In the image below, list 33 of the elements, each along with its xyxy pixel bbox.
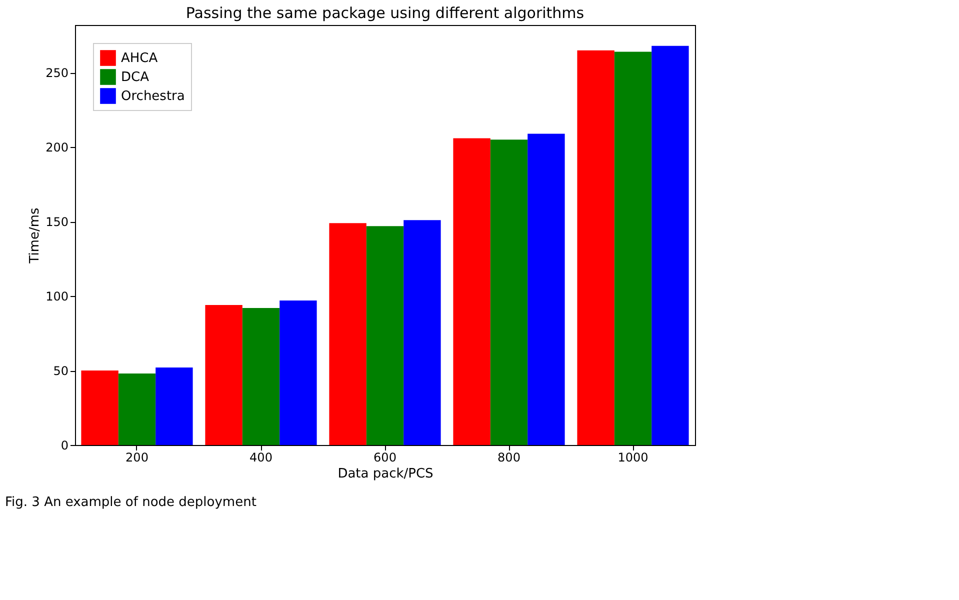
x-tick-label: 1000 [618, 450, 648, 464]
legend-label: AHCA [121, 51, 158, 66]
legend-label: DCA [121, 70, 150, 85]
bar [490, 140, 528, 445]
bar [156, 368, 193, 445]
bar [528, 134, 565, 445]
x-tick-label: 400 [250, 450, 272, 464]
y-tick-label: 150 [46, 215, 68, 230]
caption: Fig. 3 An example of node deployment [5, 495, 256, 510]
y-tick-label: 200 [46, 140, 68, 155]
x-axis-title: Data pack/PCS [338, 466, 434, 482]
bar [453, 138, 490, 445]
y-tick-label: 250 [46, 66, 68, 80]
chart-title: Passing the same package using different algorithms [186, 4, 584, 22]
bar [242, 308, 280, 445]
y-tick-label: 0 [60, 438, 68, 452]
bar [404, 220, 441, 445]
bar [118, 374, 156, 445]
bar [614, 52, 652, 445]
bar [81, 370, 118, 445]
y-tick-label: 50 [53, 364, 68, 378]
legend-label: Orchestra [121, 89, 185, 104]
bar [366, 226, 404, 445]
y-tick-label: 100 [46, 290, 68, 304]
x-tick-label: 200 [126, 450, 148, 464]
bar [280, 300, 317, 445]
x-tick-label: 800 [498, 450, 520, 464]
bar [329, 223, 366, 445]
y-axis-title: Time/ms [28, 207, 43, 264]
bar [205, 305, 242, 445]
bar [577, 50, 614, 445]
x-tick-label: 600 [374, 450, 396, 464]
bar [652, 46, 689, 445]
